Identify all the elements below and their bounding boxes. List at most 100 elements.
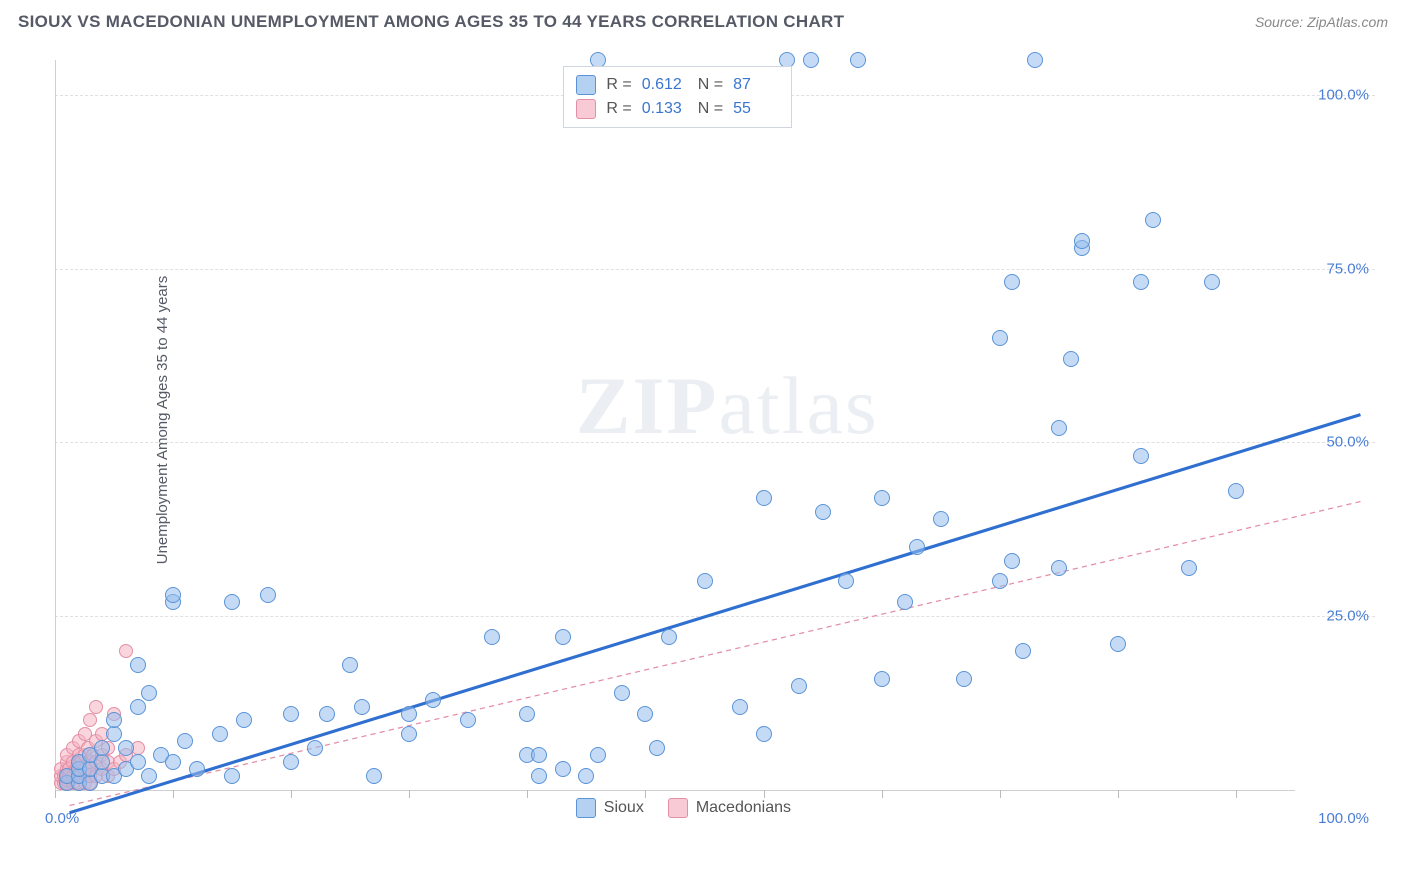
r-label: R =: [606, 76, 631, 94]
data-point-a: [224, 768, 240, 784]
data-point-a: [401, 726, 417, 742]
data-point-a: [224, 594, 240, 610]
data-point-a: [1074, 233, 1090, 249]
data-point-a: [401, 706, 417, 722]
legend-swatch: [576, 75, 596, 95]
x-tick: [173, 790, 174, 798]
data-point-a: [531, 768, 547, 784]
data-point-a: [1228, 483, 1244, 499]
data-point-a: [165, 587, 181, 603]
data-point-a: [283, 706, 299, 722]
x-tick: [291, 790, 292, 798]
x-tick: [409, 790, 410, 798]
data-point-a: [815, 504, 831, 520]
data-point-a: [1063, 351, 1079, 367]
data-point-a: [578, 768, 594, 784]
trend-lines: [55, 60, 1375, 820]
data-point-a: [425, 692, 441, 708]
data-point-a: [992, 330, 1008, 346]
data-point-a: [177, 733, 193, 749]
data-point-a: [803, 52, 819, 68]
data-point-a: [1110, 636, 1126, 652]
data-point-a: [531, 747, 547, 763]
data-point-a: [307, 740, 323, 756]
data-point-a: [661, 629, 677, 645]
legend-swatch: [576, 99, 596, 119]
data-point-a: [260, 587, 276, 603]
data-point-a: [1204, 274, 1220, 290]
series-legend-label: Macedonians: [696, 799, 791, 817]
r-value: 0.133: [642, 100, 688, 118]
r-label: R =: [606, 100, 631, 118]
source-name: ZipAtlas.com: [1307, 14, 1388, 30]
data-point-a: [614, 685, 630, 701]
legend-swatch: [668, 798, 688, 818]
data-point-a: [1181, 560, 1197, 576]
n-label: N =: [698, 76, 723, 94]
data-point-a: [555, 629, 571, 645]
x-tick: [1236, 790, 1237, 798]
data-point-a: [342, 657, 358, 673]
data-point-a: [756, 490, 772, 506]
trend-line-a: [70, 415, 1361, 813]
x-axis-line: [55, 790, 1295, 791]
data-point-b: [89, 700, 103, 714]
data-point-a: [130, 657, 146, 673]
data-point-a: [130, 699, 146, 715]
data-point-a: [1004, 274, 1020, 290]
correlation-legend-row: R =0.133N =55: [576, 97, 779, 121]
source-prefix: Source:: [1255, 14, 1307, 30]
data-point-a: [637, 706, 653, 722]
x-tick: [764, 790, 765, 798]
data-point-a: [933, 511, 949, 527]
x-min-label: 0.0%: [45, 810, 79, 827]
data-point-a: [838, 573, 854, 589]
series-legend-item: Sioux: [576, 798, 644, 818]
x-tick: [527, 790, 528, 798]
data-point-b: [83, 713, 97, 727]
data-point-a: [555, 761, 571, 777]
plot-area: 25.0%50.0%75.0%100.0%0.0%100.0%ZIPatlasR…: [55, 60, 1375, 820]
y-tick-label: 25.0%: [1326, 608, 1369, 625]
y-axis-line: [55, 60, 56, 790]
data-point-a: [1015, 643, 1031, 659]
data-point-a: [236, 712, 252, 728]
data-point-a: [1051, 420, 1067, 436]
data-point-a: [106, 712, 122, 728]
data-point-a: [909, 539, 925, 555]
series-legend-label: Sioux: [604, 799, 644, 817]
data-point-a: [1145, 212, 1161, 228]
data-point-a: [897, 594, 913, 610]
data-point-a: [1051, 560, 1067, 576]
data-point-a: [141, 768, 157, 784]
x-max-label: 100.0%: [1318, 810, 1369, 827]
data-point-a: [874, 490, 890, 506]
data-point-a: [1133, 448, 1149, 464]
chart-title: SIOUX VS MACEDONIAN UNEMPLOYMENT AMONG A…: [18, 12, 844, 32]
r-value: 0.612: [642, 76, 688, 94]
y-tick-label: 75.0%: [1326, 260, 1369, 277]
data-point-a: [366, 768, 382, 784]
data-point-a: [106, 726, 122, 742]
x-tick: [882, 790, 883, 798]
watermark: ZIPatlas: [576, 359, 879, 453]
data-point-a: [212, 726, 228, 742]
data-point-a: [165, 754, 181, 770]
data-point-a: [1027, 52, 1043, 68]
n-label: N =: [698, 100, 723, 118]
grid-line: [55, 616, 1375, 617]
grid-line: [55, 269, 1375, 270]
data-point-a: [649, 740, 665, 756]
data-point-a: [354, 699, 370, 715]
data-point-a: [94, 754, 110, 770]
correlation-legend-row: R =0.612N =87: [576, 73, 779, 97]
data-point-a: [992, 573, 1008, 589]
x-tick: [645, 790, 646, 798]
y-tick-label: 100.0%: [1318, 86, 1369, 103]
data-point-a: [956, 671, 972, 687]
data-point-a: [590, 747, 606, 763]
data-point-a: [319, 706, 335, 722]
x-tick: [1000, 790, 1001, 798]
data-point-a: [484, 629, 500, 645]
data-point-a: [283, 754, 299, 770]
